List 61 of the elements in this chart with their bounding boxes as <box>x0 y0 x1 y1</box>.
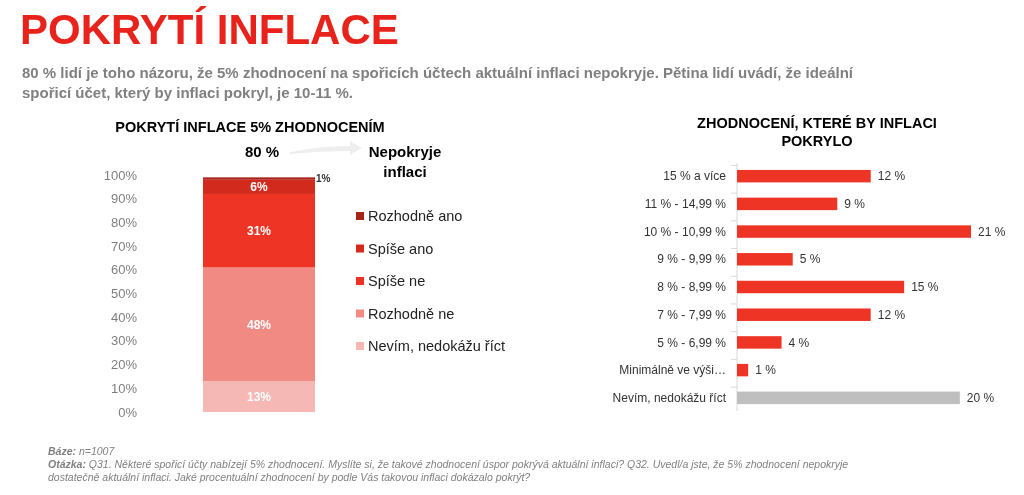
bar <box>737 280 905 294</box>
legend-label: Nevím, nedokážu říct <box>368 338 505 355</box>
bar <box>203 193 315 268</box>
chart-title: ZHODNOCENÍ, KTERÉ BY INFLACI POKRYLO <box>697 115 937 149</box>
y-tick-label: 11 % - 14,99 % <box>644 197 727 212</box>
bar <box>737 336 782 349</box>
y-tick-label: 100% <box>103 167 138 183</box>
chart-title: POKRYTÍ INFLACE 5% ZHODNOCENÍM <box>115 119 385 135</box>
text: 80 % <box>244 143 280 160</box>
y-tick-label: 15 % a více <box>663 169 727 184</box>
data-label: 12 % <box>877 169 906 184</box>
bar <box>737 363 749 377</box>
y-tick-label: 60% <box>110 262 138 278</box>
data-label: 1% <box>316 173 331 185</box>
y-tick-label: 80% <box>110 214 138 230</box>
text: Nepokryje inflaci <box>368 143 442 180</box>
y-tick-label: 9 % - 9,99 % <box>657 252 727 267</box>
y-tick-label: Nevím, nedokážu říct <box>612 391 727 406</box>
text: Otázka: Q31. Některé spořicí účty nabízejí 5% zhodnocení. Myslíte si, že takové zhodnocení úspor pokrývá aktuální inflaci? Q32. Uvedl/a jste, že 5% zhodnocení nepokryje dostatečně aktuální inflaci. Jaké procentuální zhodnocení by podle Vás takovou inflaci dokázalo pokrýt? <box>48 458 849 483</box>
legend-label: Rozhodně ano <box>368 208 463 225</box>
text: 80 % lidí je toho názoru, že 5% zhodnocení na spořicích účtech aktuální inflaci nepokryje. Pětina lidí uvádí, že ideální spořicí účet, který by inflaci pokryl, je 10-11 %. <box>22 64 854 101</box>
y-tick-label: 8 % - 8,99 % <box>657 280 727 295</box>
y-tick-label: 7 % - 7,99 % <box>657 307 727 322</box>
y-tick-label: 10 % - 10,99 % <box>643 224 727 239</box>
bar <box>203 381 315 412</box>
data-label: 5 % <box>799 252 821 267</box>
bar <box>737 391 960 405</box>
data-label: 48% <box>246 317 272 332</box>
y-tick-label: 20% <box>110 357 138 373</box>
legend-label: Spíše ano <box>368 240 434 257</box>
bar <box>737 225 971 238</box>
y-tick-label: 50% <box>110 286 138 302</box>
text: Báze: n=1007 <box>48 445 116 457</box>
data-label: 13% <box>246 389 272 404</box>
data-label: 6% <box>250 180 268 195</box>
bar <box>203 177 315 180</box>
data-label: 1 % <box>755 363 777 378</box>
bar <box>203 179 315 194</box>
y-tick-label: 5 % - 6,99 % <box>657 335 727 350</box>
data-label: 4 % <box>788 335 810 350</box>
y-tick-label: Minimálně ve výši… <box>619 363 726 378</box>
bar <box>737 308 871 321</box>
legend-label: Spíše ne <box>368 273 426 290</box>
bar <box>737 169 871 183</box>
data-label: 20 % <box>966 391 995 406</box>
data-label: 21 % <box>978 224 1006 239</box>
y-tick-label: 0% <box>118 404 138 420</box>
data-label: 15 % <box>911 280 939 295</box>
y-tick-label: 90% <box>110 191 138 207</box>
y-tick-label: 70% <box>110 238 138 254</box>
bar <box>203 267 315 382</box>
y-tick-label: 10% <box>110 380 138 396</box>
data-label: 12 % <box>877 307 906 322</box>
y-tick-label: 30% <box>110 333 138 349</box>
data-label: 31% <box>246 223 272 238</box>
legend-label: Rozhodně ne <box>368 305 455 322</box>
bar <box>737 253 793 266</box>
data-label: 9 % <box>844 197 866 212</box>
bar <box>737 197 838 211</box>
y-tick-label: 40% <box>110 309 138 325</box>
text: POKRYTÍ INFLACE <box>20 6 399 53</box>
